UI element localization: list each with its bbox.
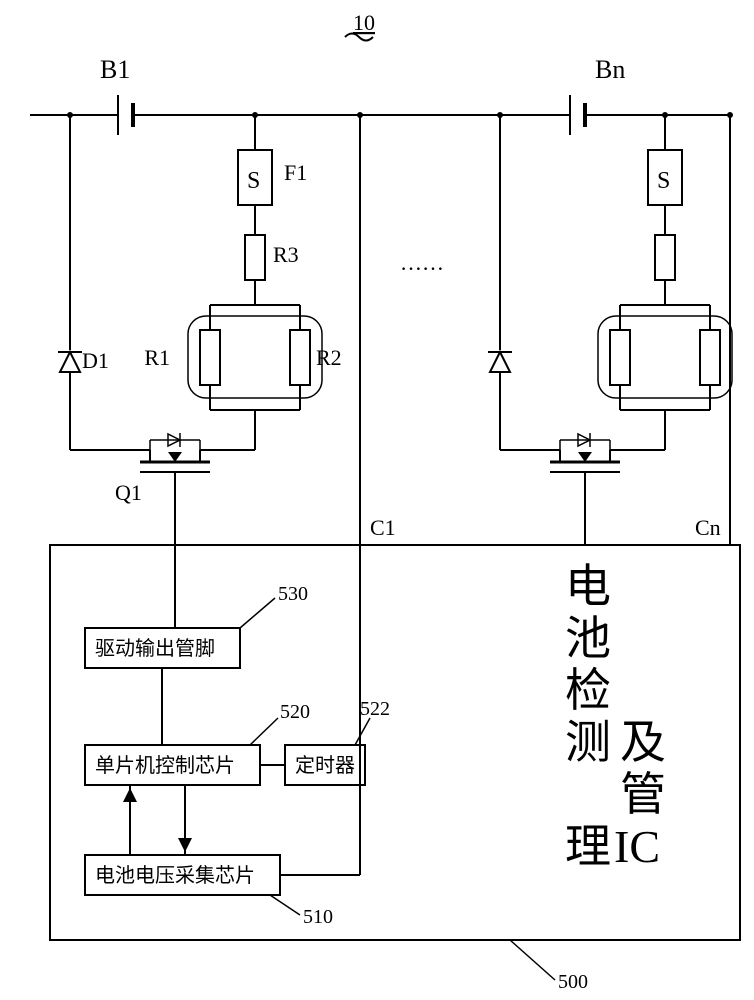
box-520-text: 单片机控制芯片 — [95, 754, 235, 777]
resistor-n2 — [700, 330, 720, 385]
num-500: 500 — [558, 971, 588, 993]
arrow-down — [178, 838, 192, 852]
ic-title-5: 及 — [620, 717, 666, 768]
ic-title-8: IC — [614, 821, 660, 872]
label-s: S — [247, 168, 260, 194]
label-b1: B1 — [100, 55, 130, 84]
resistor-n3 — [655, 235, 675, 280]
mosfet-n — [550, 433, 620, 545]
leader-500 — [510, 940, 555, 980]
resistor-r1 — [200, 330, 220, 385]
label-q1: Q1 — [115, 480, 142, 505]
num-510: 510 — [303, 906, 333, 928]
node — [357, 112, 363, 118]
node — [252, 112, 258, 118]
label-cn: Cn — [695, 515, 721, 540]
resistor-r2 — [290, 330, 310, 385]
ic-title-6: 管 — [620, 769, 666, 820]
box-510-text: 电池电压采集芯片 — [95, 864, 255, 887]
ic-title-4: 测 — [565, 717, 611, 768]
resistor-r3 — [245, 235, 265, 280]
ic-title-3: 检 — [565, 665, 611, 716]
leader-510 — [270, 895, 300, 915]
leader-522 — [355, 718, 370, 745]
diode-n — [490, 352, 510, 372]
label-d1: D1 — [82, 348, 109, 373]
label-s2: S — [657, 168, 670, 194]
label-c1: C1 — [370, 515, 396, 540]
node — [727, 112, 733, 118]
label-r1: R1 — [144, 345, 170, 370]
box-530-text: 驱动输出管脚 — [95, 637, 215, 660]
node — [662, 112, 668, 118]
num-530: 530 — [278, 583, 308, 605]
arrow-up — [123, 788, 137, 802]
ic-title-7: 理 — [565, 821, 611, 872]
leader-520 — [250, 718, 278, 745]
node — [67, 112, 73, 118]
resistor-n1 — [610, 330, 630, 385]
ic-title-1: 电 — [565, 561, 611, 612]
ellipsis: …… — [400, 250, 444, 275]
label-f1: F1 — [284, 160, 307, 185]
num-522: 522 — [360, 698, 390, 720]
num-520: 520 — [280, 701, 310, 723]
diode-d1 — [60, 352, 80, 372]
figure-number: 10 — [353, 10, 375, 35]
label-bn: Bn — [595, 55, 625, 84]
label-r2: R2 — [316, 345, 342, 370]
ic-title-2: 池 — [565, 613, 611, 664]
circuit-diagram: 10 B1 Bn D1 S F1 R3 R1 R2 — [0, 0, 754, 1000]
mosfet-q1 — [140, 433, 210, 545]
label-r3: R3 — [273, 242, 299, 267]
node — [497, 112, 503, 118]
leader-530 — [240, 598, 275, 628]
box-522-text: 定时器 — [295, 754, 355, 777]
